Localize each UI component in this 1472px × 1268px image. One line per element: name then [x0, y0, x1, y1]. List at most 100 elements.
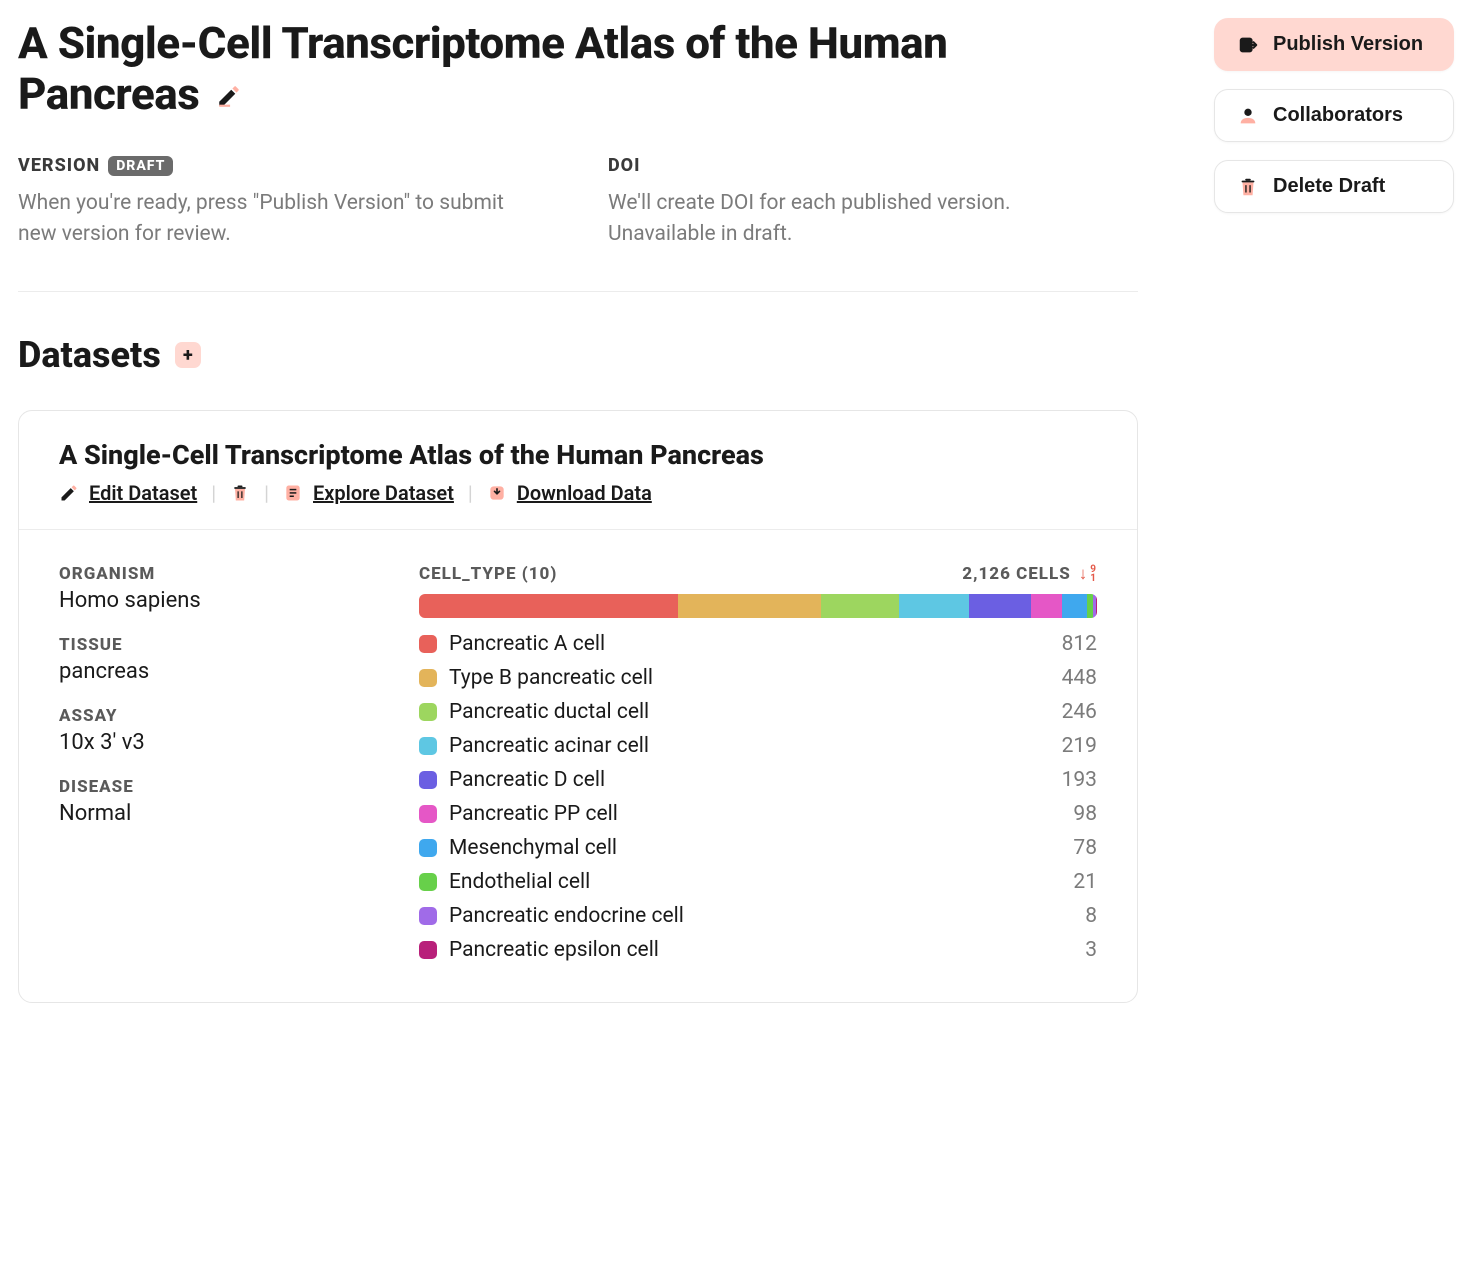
- swatch: [419, 941, 437, 959]
- organism-value: Homo sapiens: [59, 588, 359, 613]
- cell-type-row: Pancreatic acinar cell 219: [419, 734, 1097, 758]
- dataset-actions: Edit Dataset | | Explore Dataset |: [59, 481, 1097, 505]
- assay-value: 10x 3' v3: [59, 730, 359, 755]
- disease-value: Normal: [59, 801, 359, 826]
- doi-block: DOI We'll create DOI for each published …: [608, 155, 1108, 249]
- delete-draft-label: Delete Draft: [1273, 175, 1385, 198]
- cell-type-name: Pancreatic endocrine cell: [449, 904, 684, 928]
- tissue-label: TISSUE: [59, 635, 359, 655]
- bar-segment: [1031, 594, 1062, 618]
- publish-icon: [1237, 34, 1259, 56]
- cell-type-count: 448: [1062, 666, 1097, 690]
- page-title: A Single-Cell Transcriptome Atlas of the…: [18, 18, 1038, 119]
- datasets-title: Datasets: [18, 334, 161, 376]
- collaborators-label: Collaborators: [1273, 104, 1403, 127]
- edit-dataset-link[interactable]: Edit Dataset: [59, 481, 197, 505]
- cell-type-count: 193: [1062, 768, 1097, 792]
- bar-segment: [899, 594, 969, 618]
- swatch: [419, 669, 437, 687]
- cell-type-row: Type B pancreatic cell 448: [419, 666, 1097, 690]
- collaborators-button[interactable]: Collaborators: [1214, 89, 1454, 142]
- cell-type-label: CELL_TYPE (10): [419, 564, 557, 584]
- cell-type-count: 3: [1085, 938, 1097, 962]
- side-actions: Publish Version Collaborators Delete Dra…: [1214, 18, 1454, 213]
- draft-badge: DRAFT: [108, 156, 173, 176]
- cell-type-row: Pancreatic D cell 193: [419, 768, 1097, 792]
- pencil-icon: [59, 483, 79, 503]
- cell-type-count: 219: [1062, 734, 1097, 758]
- bar-segment: [1087, 594, 1094, 618]
- page-title-text: A Single-Cell Transcriptome Atlas of the…: [18, 17, 947, 120]
- explore-dataset-link[interactable]: Explore Dataset: [283, 481, 454, 505]
- edit-title-icon[interactable]: [216, 83, 242, 109]
- download-data-label: Download Data: [517, 481, 652, 505]
- download-icon: [487, 483, 507, 503]
- explore-dataset-label: Explore Dataset: [313, 481, 454, 505]
- swatch: [419, 737, 437, 755]
- cell-type-row: Pancreatic ductal cell 246: [419, 700, 1097, 724]
- cell-type-row: Pancreatic PP cell 98: [419, 802, 1097, 826]
- explore-icon: [283, 483, 303, 503]
- cell-type-name: Pancreatic D cell: [449, 768, 605, 792]
- version-label: VERSION: [18, 155, 100, 176]
- swatch: [419, 873, 437, 891]
- total-cells-label: 2,126 CELLS: [962, 564, 1070, 584]
- dataset-title: A Single-Cell Transcriptome Atlas of the…: [59, 439, 1097, 471]
- cell-type-name: Pancreatic epsilon cell: [449, 938, 659, 962]
- cell-type-name: Pancreatic ductal cell: [449, 700, 649, 724]
- cell-type-row: Pancreatic epsilon cell 3: [419, 938, 1097, 962]
- cell-type-name: Pancreatic A cell: [449, 632, 605, 656]
- separator: |: [264, 481, 269, 505]
- doi-help: We'll create DOI for each published vers…: [608, 188, 1108, 249]
- swatch: [419, 703, 437, 721]
- collaborators-icon: [1237, 105, 1259, 127]
- publish-label: Publish Version: [1273, 33, 1423, 56]
- cell-type-count: 78: [1073, 836, 1097, 860]
- bar-segment: [969, 594, 1031, 618]
- bar-segment: [678, 594, 821, 618]
- swatch: [419, 805, 437, 823]
- cell-type-panel: CELL_TYPE (10) 2,126 CELLS ↓91 Pancreati…: [419, 564, 1097, 962]
- organism-label: ORGANISM: [59, 564, 359, 584]
- trash-icon: [1237, 176, 1259, 198]
- doi-label: DOI: [608, 155, 640, 176]
- swatch: [419, 771, 437, 789]
- bar-segment: [1062, 594, 1087, 618]
- publish-version-button[interactable]: Publish Version: [1214, 18, 1454, 71]
- version-help: When you're ready, press "Publish Versio…: [18, 188, 518, 249]
- separator: |: [211, 481, 216, 505]
- cell-type-count: 21: [1073, 870, 1097, 894]
- cell-type-name: Mesenchymal cell: [449, 836, 617, 860]
- cell-type-count: 98: [1073, 802, 1097, 826]
- cell-type-bar: [419, 594, 1097, 618]
- download-data-link[interactable]: Download Data: [487, 481, 652, 505]
- edit-dataset-label: Edit Dataset: [89, 481, 197, 505]
- cell-type-row: Mesenchymal cell 78: [419, 836, 1097, 860]
- dataset-attributes: ORGANISM Homo sapiens TISSUE pancreas AS…: [59, 564, 359, 962]
- cell-type-name: Pancreatic acinar cell: [449, 734, 649, 758]
- cell-type-name: Type B pancreatic cell: [449, 666, 653, 690]
- meta-row: VERSION DRAFT When you're ready, press "…: [18, 155, 1138, 292]
- cell-type-list: Pancreatic A cell 812 Type B pancreatic ce…: [419, 632, 1097, 962]
- cell-type-count: 246: [1062, 700, 1097, 724]
- bar-segment: [1096, 594, 1097, 618]
- swatch: [419, 839, 437, 857]
- dataset-card: A Single-Cell Transcriptome Atlas of the…: [18, 410, 1138, 1003]
- separator: |: [468, 481, 473, 505]
- add-dataset-button[interactable]: +: [175, 342, 201, 368]
- cell-type-row: Pancreatic endocrine cell8: [419, 904, 1097, 928]
- tissue-value: pancreas: [59, 659, 359, 684]
- bar-segment: [419, 594, 678, 618]
- cell-type-count: 812: [1062, 632, 1097, 656]
- delete-draft-button[interactable]: Delete Draft: [1214, 160, 1454, 213]
- bar-segment: [821, 594, 899, 618]
- swatch: [419, 635, 437, 653]
- cell-type-name: Endothelial cell: [449, 870, 590, 894]
- cell-type-name: Pancreatic PP cell: [449, 802, 618, 826]
- delete-dataset-icon[interactable]: [230, 483, 250, 503]
- swatch: [419, 907, 437, 925]
- cell-type-row: Pancreatic A cell 812: [419, 632, 1097, 656]
- sort-desc-icon[interactable]: ↓91: [1079, 564, 1097, 584]
- version-block: VERSION DRAFT When you're ready, press "…: [18, 155, 518, 249]
- cell-type-row: Endothelial cell 21: [419, 870, 1097, 894]
